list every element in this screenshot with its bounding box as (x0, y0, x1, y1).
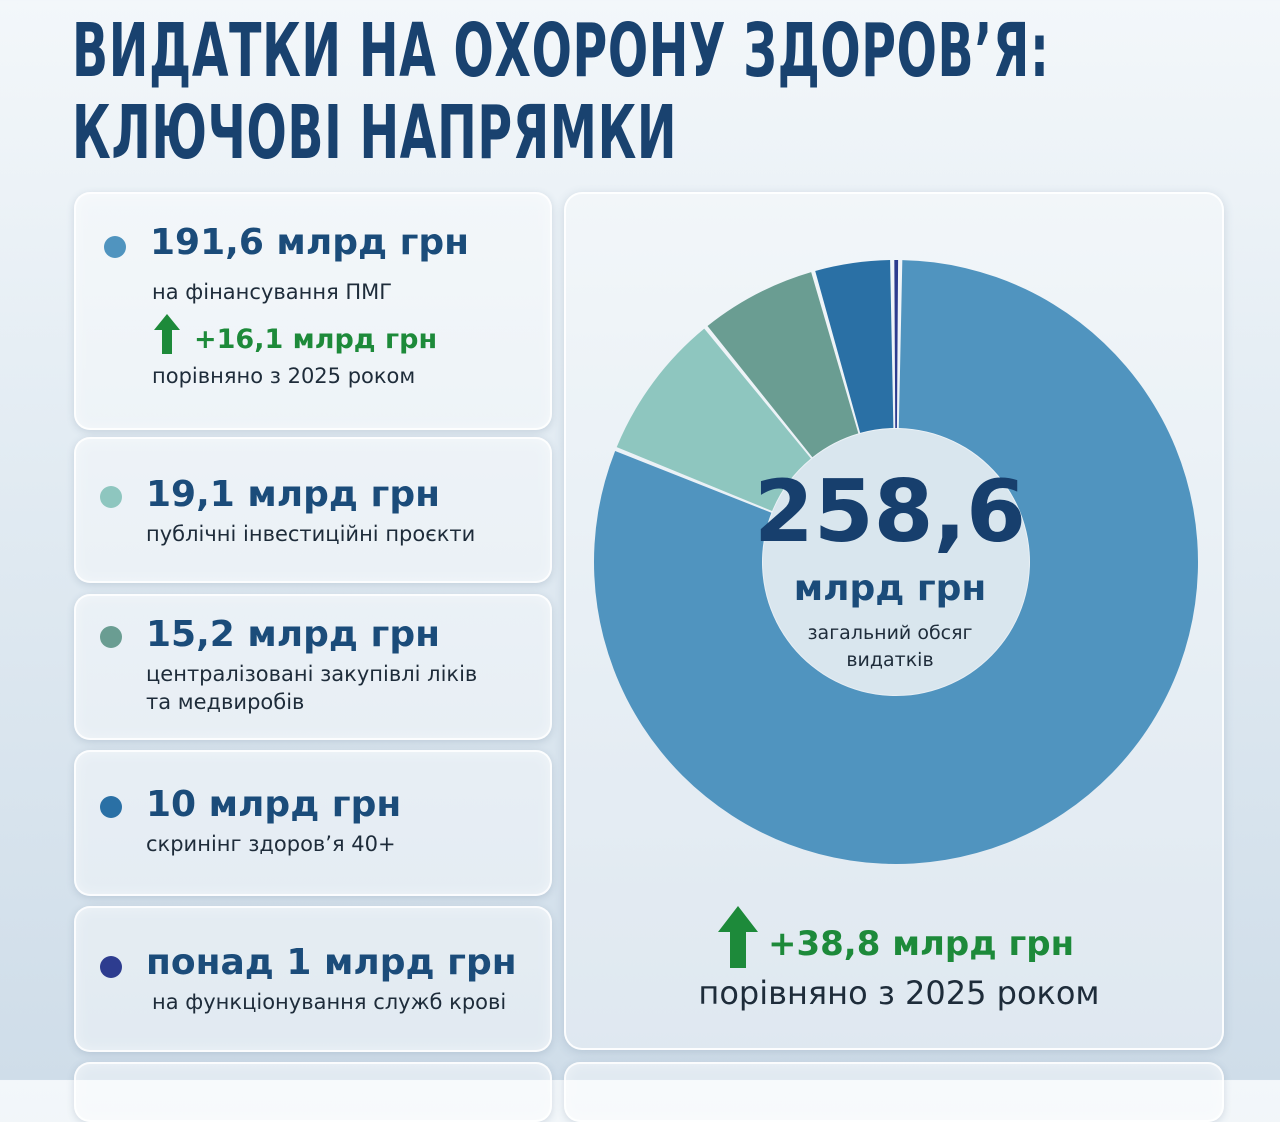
legend-dot-blood-service (100, 956, 122, 978)
slice-screening (815, 260, 894, 433)
title-line-1: ВИДАТКИ НА ОХОРОНУ ЗДОРОВ’Я: (72, 8, 1050, 94)
amount-blood-service: понад 1 млрд грн (146, 942, 517, 983)
slice-blood-service (894, 260, 899, 429)
up-arrow-icon (154, 314, 180, 354)
legend-dot-procurement (100, 626, 122, 648)
slice-pmg (594, 260, 1198, 864)
delta-caption-pmg: порівняно з 2025 роком (152, 364, 416, 388)
card-partial-right (564, 1062, 1224, 1122)
card-pmg (74, 192, 552, 430)
legend-dot-investment (100, 486, 122, 508)
desc-screening: скринінг здоров’я 40+ (146, 832, 396, 856)
amount-pmg: 191,6 млрд грн (150, 222, 470, 263)
desc-blood-service: на функціонування служб крові (152, 990, 507, 1014)
title-line-2: КЛЮЧОВІ НАПРЯМКИ (72, 90, 678, 176)
amount-investment: 19,1 млрд грн (146, 474, 440, 515)
total-caption: загальний обсяг видатків (770, 620, 1010, 674)
total-delta: +38,8 млрд грн (768, 924, 1075, 964)
desc-pmg: на фінансування ПМГ (152, 280, 393, 304)
total-compare: порівняно з 2025 роком (698, 974, 1100, 1012)
legend-dot-screening (100, 796, 122, 818)
total-value: 258,6 (753, 462, 1027, 562)
slice-investment (616, 328, 811, 512)
delta-pmg: +16,1 млрд грн (194, 324, 438, 355)
card-blood-service (74, 906, 552, 1052)
card-investment (74, 437, 552, 583)
total-caption-line-1: загальний обсяг (807, 622, 973, 644)
desc-investment: публічні інвестиційні проєкти (146, 522, 476, 546)
desc-procurement-line-2: та медвиробів (146, 690, 305, 714)
page-title: ВИДАТКИ НА ОХОРОНУ ЗДОРОВ’Я: КЛЮЧОВІ НАП… (72, 10, 1050, 174)
card-screening (74, 750, 552, 896)
total-up-arrow-icon (718, 906, 758, 968)
amount-screening: 10 млрд грн (146, 784, 402, 825)
card-partial-left (74, 1062, 552, 1122)
desc-procurement-line-1: централізовані закупівлі ліків (146, 662, 478, 686)
total-unit: млрд грн (793, 568, 987, 609)
donut-hole (763, 429, 1029, 695)
card-procurement (74, 594, 552, 740)
slice-procurement (707, 272, 859, 458)
amount-procurement: 15,2 млрд грн (146, 614, 440, 655)
total-caption-line-2: видатків (846, 649, 934, 671)
donut-chart (594, 260, 1198, 864)
legend-dot-pmg (104, 236, 126, 258)
